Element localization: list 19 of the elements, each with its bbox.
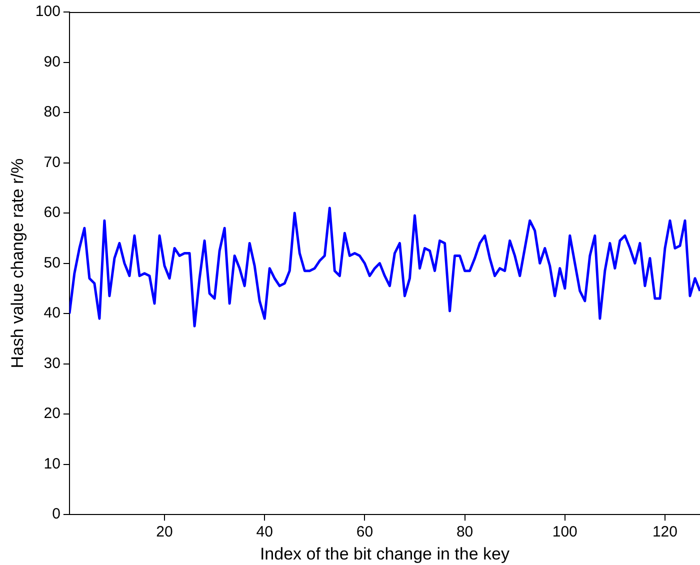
x-tick-label: 100 <box>552 524 578 541</box>
x-tick-label: 20 <box>156 524 173 541</box>
y-tick-label: 100 <box>35 3 60 20</box>
x-tick-label: 60 <box>356 524 374 541</box>
y-tick-label: 20 <box>44 405 60 422</box>
x-tick-label: 80 <box>456 524 474 541</box>
y-tick-label: 0 <box>52 506 60 523</box>
x-axis-title: Index of the bit change in the key <box>260 544 510 564</box>
y-tick-label: 60 <box>44 204 60 222</box>
x-tick-label: 120 <box>652 524 678 541</box>
y-tick-label: 30 <box>44 354 60 372</box>
y-tick-label: 70 <box>44 154 60 171</box>
y-axis-title: Hash value change rate r/% <box>8 158 27 368</box>
y-tick-label: 40 <box>44 304 60 322</box>
y-tick-label: 50 <box>44 254 60 272</box>
y-tick-label: 90 <box>44 53 60 70</box>
x-tick-label: 40 <box>256 524 273 541</box>
y-tick-label: 80 <box>44 104 60 121</box>
y-tick-label: 10 <box>44 455 60 472</box>
